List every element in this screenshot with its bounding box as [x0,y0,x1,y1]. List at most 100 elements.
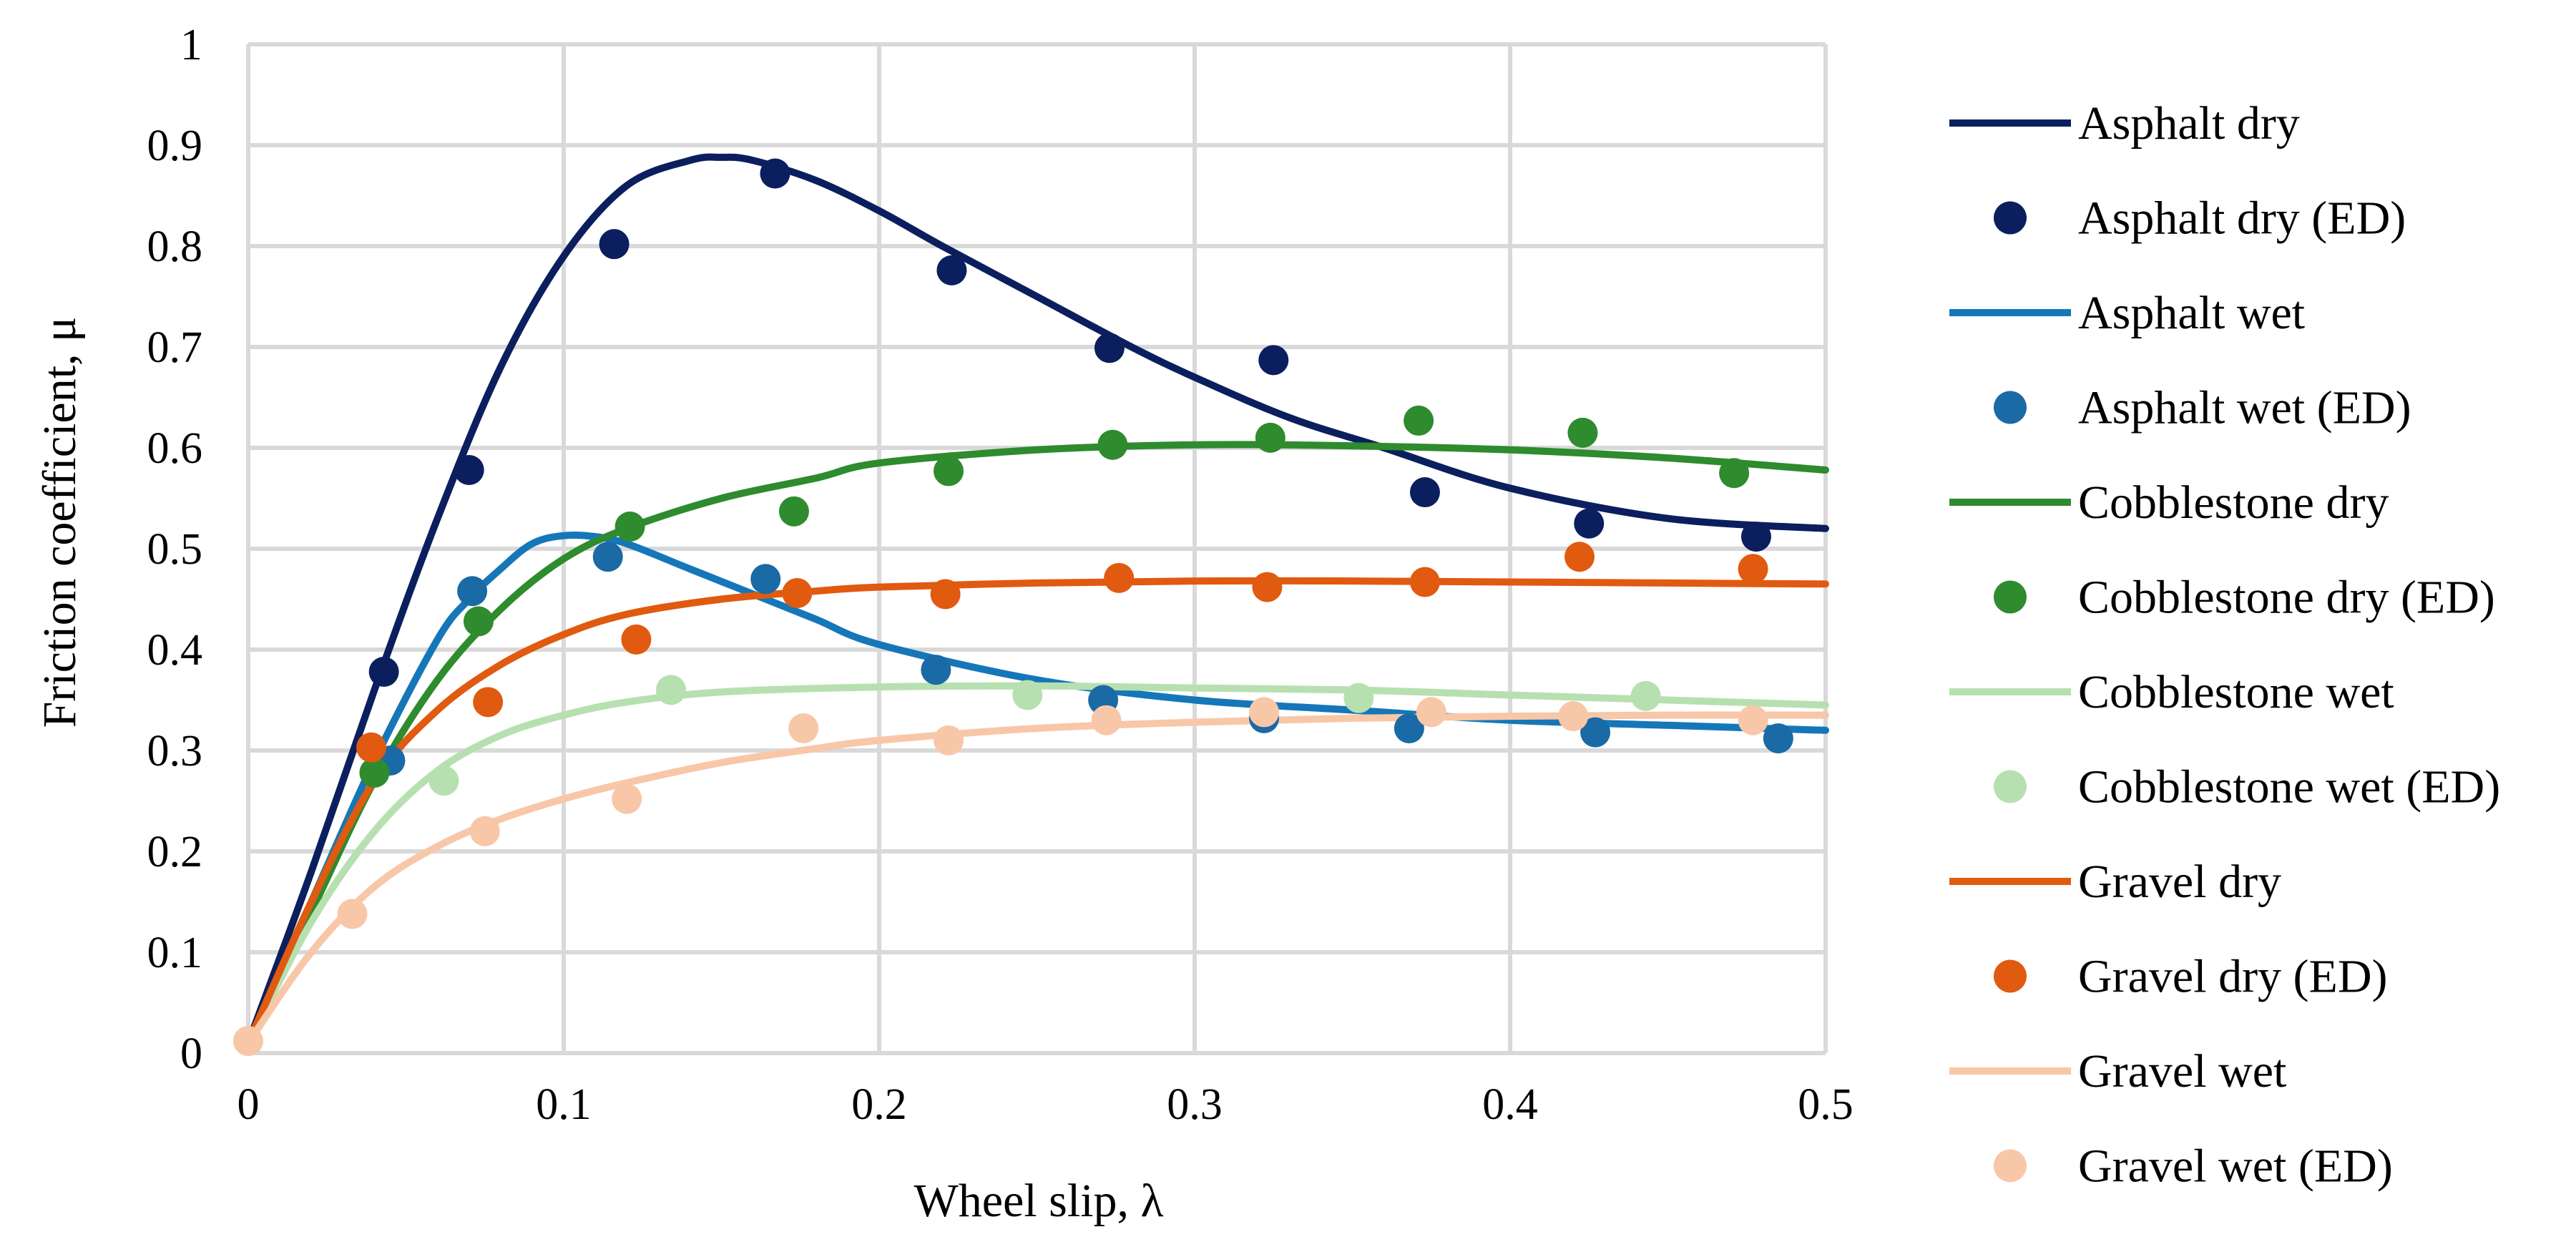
legend-item-cobblestone-wet: Cobblestone wet [1949,666,2394,718]
data-point [934,456,964,486]
data-point [655,675,686,705]
legend-swatch-marker [1994,1149,2027,1183]
data-point [1012,680,1043,710]
legend-swatch-marker [1994,391,2027,424]
legend-item-cobblestone-dry: Cobblestone dry [1949,476,2389,529]
data-point [463,606,494,637]
data-point [1409,477,1440,508]
data-point [1394,713,1424,743]
legend-label: Gravel dry [2078,856,2281,908]
x-tick-labels: 0 0.1 0.2 0.3 0.4 0.5 [237,1080,1853,1129]
x-axis-title: Wheel slip, λ [914,1175,1163,1227]
legend-label: Cobblestone dry (ED) [2078,572,2495,624]
data-point [934,725,964,755]
data-point [1104,562,1135,593]
legend-item-gravel-dry: Gravel dry [1949,856,2281,908]
data-point [473,687,504,718]
y-axis-title: Friction coefficient, μ [34,317,86,728]
data-point [368,657,399,688]
y-tick-label: 0.9 [147,122,203,170]
y-tick-label: 0.6 [147,424,203,473]
series-markers-gravel-dry-ed [356,542,1768,763]
data-point [921,655,951,685]
y-tick-label: 0.3 [147,727,203,776]
data-point [1343,683,1374,713]
data-point [428,766,459,796]
y-tick-label: 0.5 [147,525,203,574]
legend-item-gravel-wet: Gravel wet [1949,1045,2286,1097]
data-point [356,732,386,763]
data-point [1252,572,1283,602]
series-line-gravel-wet [245,711,1829,1047]
x-tick-label: 0.2 [851,1080,907,1129]
legend-item-cobblestone-wet-ed: Cobblestone wet (ED) [1994,761,2500,813]
legend-label: Gravel dry (ED) [2078,951,2387,1003]
legend-label: Asphalt wet [2078,287,2305,339]
legend-label: Cobblestone dry [2078,476,2389,529]
data-point [778,496,809,527]
legend-item-cobblestone-dry-ed: Cobblestone dry (ED) [1994,572,2495,624]
data-point [782,578,813,609]
y-tick-label: 0.7 [147,323,203,372]
series-markers-cobblestone-wet-ed [428,675,1661,796]
data-point [750,564,781,595]
data-point [788,713,819,743]
y-tick-label: 0.2 [147,828,203,876]
data-point [1255,422,1285,453]
x-tick-label: 0.1 [536,1080,592,1129]
series-markers-cobblestone-dry-ed [359,405,1750,788]
data-point [1258,345,1289,376]
legend-label: Asphalt dry (ED) [2078,192,2406,245]
legend-label: Gravel wet [2078,1045,2286,1097]
data-point [1719,458,1750,489]
legend-swatch-marker [1994,770,2027,803]
data-point [457,576,488,607]
x-tick-label: 0.3 [1167,1080,1223,1129]
legend-item-asphalt-dry-ed: Asphalt dry (ED) [1994,192,2406,245]
data-point [337,899,368,929]
data-point [592,542,623,572]
data-point [621,624,652,655]
legend-label: Asphalt wet (ED) [2078,382,2411,434]
data-point [760,158,790,189]
series-markers-asphalt-dry-ed [368,158,1771,688]
legend-item-asphalt-wet-ed: Asphalt wet (ED) [1994,382,2411,434]
y-tick-labels: 0 0.1 0.2 0.3 0.4 0.5 0.6 0.7 0.8 0.9 1 [147,21,203,1078]
data-point [936,255,967,285]
data-point [1567,417,1598,448]
data-point [454,455,484,486]
data-point [614,511,645,542]
data-point [1094,333,1125,363]
data-point [1574,508,1605,539]
y-tick-label: 0.4 [147,626,203,675]
y-tick-label: 0.8 [147,222,203,271]
data-point [1580,717,1611,748]
series-markers [233,158,1793,1057]
data-point [1558,701,1589,732]
y-tick-label: 0 [180,1029,202,1078]
data-point [1097,429,1128,460]
axes [246,44,1826,1055]
legend-label: Cobblestone wet (ED) [2078,761,2500,813]
series-line-asphalt-dry [245,153,1829,1047]
legend: Asphalt dry Asphalt dry (ED) Asphalt wet As… [1949,97,2500,1193]
data-point [1738,554,1768,585]
legend-label: Asphalt dry [2078,97,2300,150]
data-point [469,816,500,846]
series-line-cobblestone-wet [245,682,1829,1047]
series-markers-asphalt-wet-ed [375,542,1793,776]
data-point [233,1026,263,1057]
data-point [1091,705,1122,735]
y-tick-label: 1 [180,21,202,69]
legend-label: Cobblestone wet [2078,666,2394,718]
data-point [1630,680,1661,711]
data-point [612,783,642,814]
legend-swatch-marker [1994,580,2027,614]
data-point [930,579,961,610]
data-point [1738,705,1768,735]
data-point [1740,522,1771,552]
legend-label: Gravel wet (ED) [2078,1140,2393,1193]
legend-item-gravel-dry-ed: Gravel dry (ED) [1994,951,2387,1003]
legend-item-asphalt-wet: Asphalt wet [1949,287,2305,339]
